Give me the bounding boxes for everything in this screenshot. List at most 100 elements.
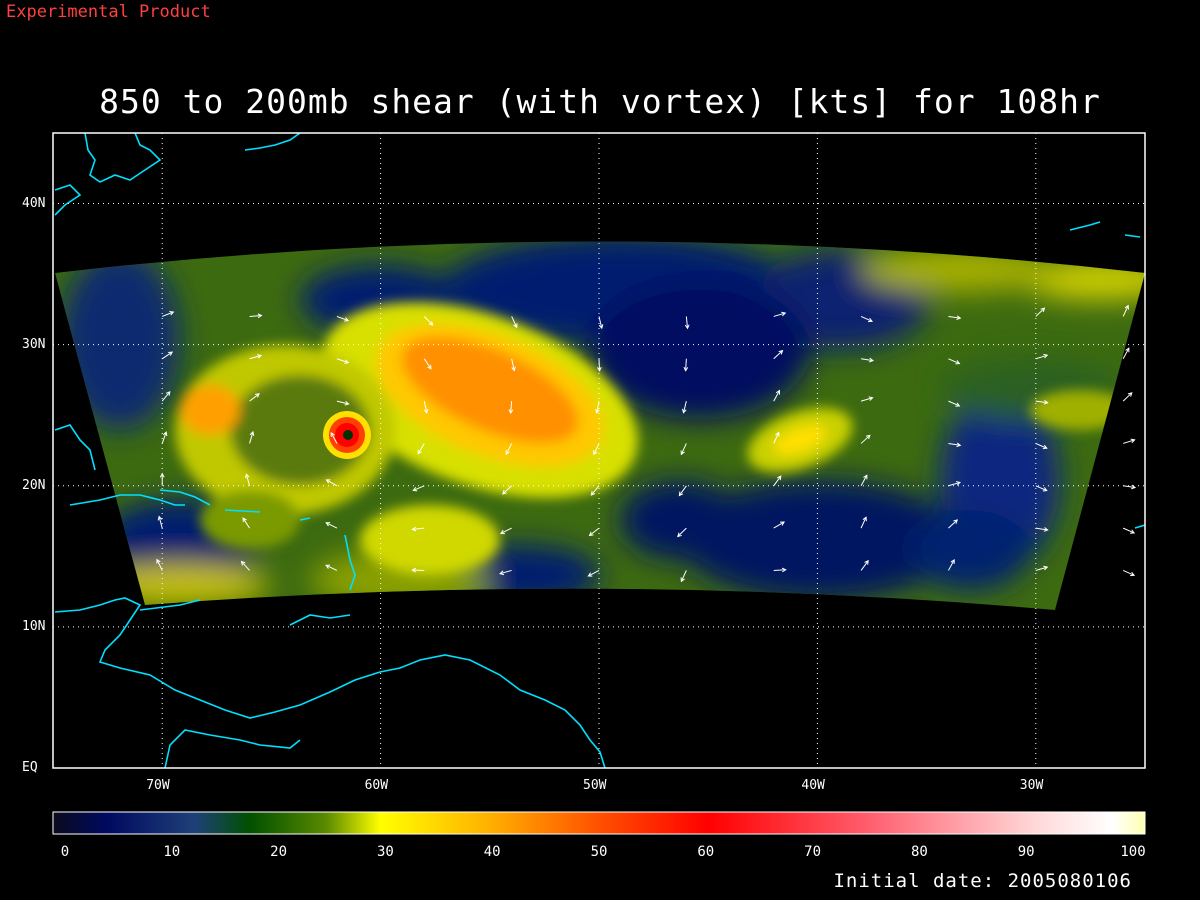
shear-vector: [158, 516, 163, 529]
shear-vector: [336, 358, 349, 364]
shear-vector: [773, 350, 783, 360]
colorbar: [52, 811, 1146, 835]
shear-vector-head: [956, 315, 962, 320]
shear-vector: [860, 315, 873, 322]
colorbar-tick-label: 100: [1120, 844, 1146, 860]
shear-vector: [860, 397, 873, 402]
shear-vector-head: [868, 317, 874, 323]
shear-vector-head: [677, 532, 682, 538]
shear-vector-head: [1125, 347, 1130, 353]
shear-vector-head: [1040, 307, 1046, 313]
lat-tick-label: 10N: [22, 618, 46, 634]
shear-vector-head: [1130, 571, 1136, 577]
shear-vector: [412, 527, 425, 530]
shear-vector-head: [775, 431, 780, 437]
shear-vector-head: [680, 577, 685, 583]
shear-vector: [948, 442, 961, 446]
shear-vector: [249, 431, 254, 444]
shear-vector: [249, 315, 262, 317]
shear-vector: [1035, 442, 1047, 449]
shear-vector: [336, 400, 349, 405]
shear-vectors: [156, 304, 1137, 583]
shear-vector: [325, 564, 338, 571]
shear-vector-head: [169, 311, 175, 316]
lat-tick-label: EQ: [22, 760, 38, 775]
shear-vector-head: [508, 409, 514, 415]
shear-vector: [249, 355, 262, 360]
plot-frame: [52, 132, 1146, 769]
colorbar-tick-label: 60: [697, 844, 715, 860]
shear-vector-head: [344, 400, 350, 406]
shear-field: [55, 241, 1145, 610]
shear-vector: [161, 431, 167, 444]
shear-vector-head: [257, 313, 263, 319]
shear-vector: [860, 434, 871, 444]
shear-vector-head: [513, 323, 518, 329]
shear-vector: [588, 570, 600, 577]
shear-vector-head: [162, 431, 168, 437]
shear-vector-head: [775, 389, 780, 395]
shear-vector: [413, 485, 425, 491]
shear-vector: [589, 527, 600, 536]
shear-vector-head: [505, 450, 510, 456]
shear-vector: [162, 311, 174, 317]
shear-vector-head: [680, 450, 685, 456]
shear-vector-head: [244, 473, 250, 479]
shear-vector: [593, 443, 600, 455]
shear-vector: [773, 475, 782, 487]
lat-tick-label: 20N: [22, 477, 46, 493]
coastlines: [54, 133, 1145, 768]
shear-vector: [417, 443, 425, 455]
shear-vector: [1122, 527, 1135, 534]
shear-vector-head: [168, 351, 174, 356]
shear-vector-head: [511, 366, 516, 372]
shear-vector: [330, 432, 338, 444]
shear-vector: [502, 485, 512, 495]
shear-vector: [773, 432, 780, 444]
shear-vector: [948, 559, 955, 571]
shear-vector-head: [950, 559, 955, 564]
shear-vector-head: [330, 431, 335, 437]
shear-vector: [1035, 400, 1048, 404]
shear-vector: [1035, 527, 1048, 531]
shear-vector-head: [249, 430, 255, 436]
shear-vector: [683, 400, 687, 413]
shear-vector-head: [683, 366, 689, 372]
lon-tick-label: 50W: [583, 778, 607, 793]
shear-vector-head: [417, 449, 422, 455]
shear-vector-head: [242, 517, 247, 523]
shear-vector: [1035, 354, 1048, 360]
shear-vector-head: [1043, 565, 1049, 571]
shear-vector: [241, 561, 250, 571]
colorbar-tick-label: 90: [1017, 844, 1035, 860]
shear-vector-head: [590, 490, 596, 496]
shear-vector-head: [255, 393, 260, 398]
shear-vector-head: [955, 402, 961, 407]
shear-vector-head: [325, 564, 331, 569]
shear-vector-head: [499, 570, 505, 576]
shear-vector-head: [597, 366, 602, 372]
shear-vector: [500, 527, 512, 534]
shear-vector-head: [325, 479, 331, 484]
shear-vector: [773, 390, 780, 402]
shear-vector-head: [411, 526, 417, 532]
shear-vector: [685, 358, 687, 371]
shear-vector-head: [428, 321, 434, 326]
shear-vector: [1123, 485, 1136, 488]
shear-vector-head: [780, 521, 785, 526]
shear-vector: [1035, 307, 1045, 317]
shear-vector-head: [595, 408, 600, 414]
shear-vector-head: [869, 357, 874, 363]
shear-vector-head: [776, 475, 782, 481]
lon-tick-label: 40W: [801, 778, 825, 793]
shear-vector-head: [1043, 399, 1049, 405]
shear-vector: [590, 485, 600, 496]
shear-vector: [598, 358, 601, 371]
shear-vector: [680, 570, 687, 582]
shear-vector-head: [778, 349, 784, 355]
shear-vector: [860, 560, 869, 571]
shear-vector: [948, 315, 961, 319]
shear-vector: [423, 316, 433, 326]
shear-vector-head: [955, 360, 961, 365]
shear-vector-head: [344, 317, 350, 322]
